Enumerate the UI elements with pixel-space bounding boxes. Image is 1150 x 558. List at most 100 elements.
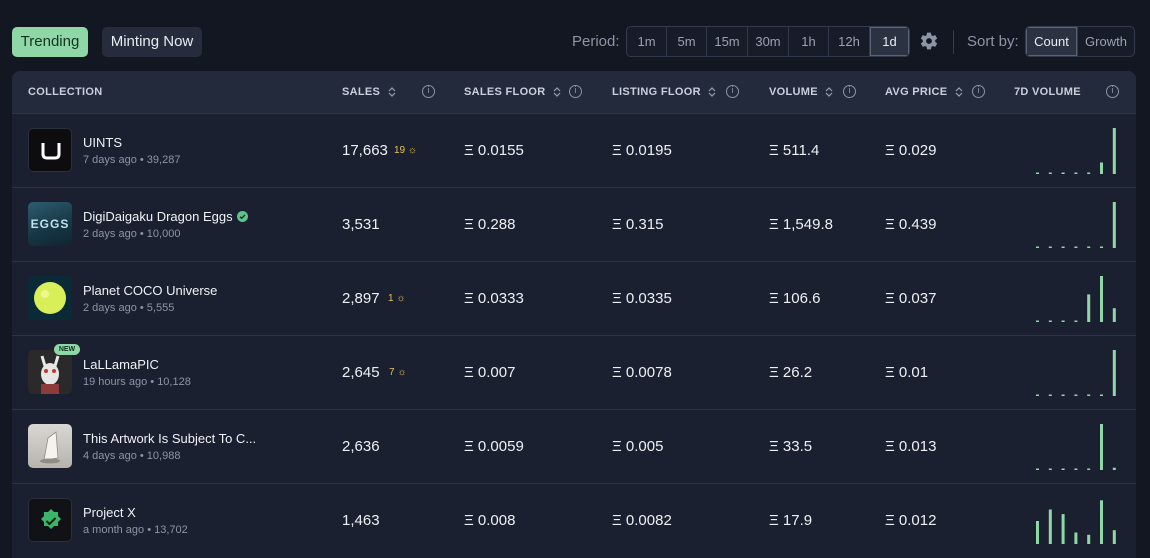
sort-icon <box>708 87 716 97</box>
col-sales-header[interactable]: SALES <box>342 86 396 98</box>
col-sales: SALES <box>342 86 381 98</box>
avg-price-value: Ξ 0.012 <box>885 512 937 529</box>
volume-sparkline <box>1036 276 1116 322</box>
thumbnail-text: EGGS <box>30 217 70 231</box>
collection-name: DigiDaigaku Dragon Eggs <box>83 209 233 224</box>
collection-name: This Artwork Is Subject To C... <box>83 431 257 446</box>
collection-age: a month ago <box>83 524 145 536</box>
period-1d[interactable]: 1d <box>870 27 909 56</box>
col-volume: VOLUME <box>769 86 818 98</box>
collection-thumbnail <box>28 276 72 320</box>
info-icon[interactable]: i <box>726 85 739 98</box>
listing-floor-value: Ξ 0.0335 <box>612 290 672 307</box>
sparkline-bar <box>1087 534 1091 544</box>
sort-count[interactable]: Count <box>1026 27 1078 56</box>
collections-table: COLLECTION SALES i SALES FLOOR i LISTING… <box>12 71 1136 558</box>
sort-icon <box>553 87 561 97</box>
period-5m[interactable]: 5m <box>667 27 707 56</box>
divider <box>953 30 954 54</box>
sparkline-bar <box>1100 246 1103 248</box>
sparkline-bar <box>1048 320 1052 322</box>
avg-price-value: Ξ 0.01 <box>885 364 929 381</box>
sparkline-bar <box>1036 521 1039 544</box>
period-1m[interactable]: 1m <box>627 27 667 56</box>
collection-age: 2 days ago <box>83 228 137 240</box>
sparkline-bar <box>1087 394 1091 396</box>
collection-age: 4 days ago <box>83 450 137 462</box>
table-row[interactable]: NEW LaLLamaPIC 19 hours ago • 10,128 2,6… <box>12 335 1136 409</box>
col-volume-header[interactable]: VOLUME <box>769 86 833 98</box>
table-row[interactable]: Planet COCO Universe 2 days ago • 5,555 … <box>12 261 1136 335</box>
collection-thumbnail: EGGS <box>28 202 72 246</box>
sparkline-bar <box>1036 468 1039 470</box>
avg-price-value: Ξ 0.029 <box>885 142 937 159</box>
col-avg-price: AVG PRICE <box>885 86 948 98</box>
sparkline-bar <box>1100 424 1103 470</box>
volume-value: Ξ 17.9 <box>769 512 813 529</box>
volume-value: Ξ 1,549.8 <box>769 216 833 233</box>
period-15m[interactable]: 15m <box>707 27 748 56</box>
volume-value: Ξ 26.2 <box>769 364 813 381</box>
sort-icon <box>388 87 395 97</box>
listing-floor-value: Ξ 0.0082 <box>612 512 672 529</box>
sales-value: 2,897 <box>342 290 380 307</box>
collection-supply: 10,128 <box>157 376 191 388</box>
period-1h[interactable]: 1h <box>789 27 829 56</box>
info-icon[interactable]: i <box>569 85 582 98</box>
sort-growth[interactable]: Growth <box>1085 34 1127 49</box>
sparkline-bar <box>1112 128 1116 174</box>
period-30m[interactable]: 30m <box>748 27 789 56</box>
sales-value: 2,645 <box>342 364 380 381</box>
collection-name: UINTS <box>83 135 122 150</box>
sparkline-bar <box>1061 394 1065 396</box>
sort-icon <box>955 87 963 97</box>
info-icon[interactable]: i <box>843 85 856 98</box>
volume-value: Ξ 106.6 <box>769 290 821 307</box>
sparkline-bar <box>1061 246 1065 248</box>
table-row[interactable]: EGGS DigiDaigaku Dragon Eggs 2 days ago … <box>12 187 1136 261</box>
col-listing-floor-header[interactable]: LISTING FLOOR <box>612 86 716 98</box>
listing-floor-value: Ξ 0.0195 <box>612 142 672 159</box>
gear-icon[interactable] <box>919 31 939 51</box>
table-row[interactable]: This Artwork Is Subject To C... 4 days a… <box>12 409 1136 483</box>
sparkline-bar <box>1112 467 1116 470</box>
table-row[interactable]: UINTS 7 days ago • 39,287 17,663 19 ☼ Ξ … <box>12 113 1136 187</box>
info-icon[interactable]: i <box>972 85 985 98</box>
info-icon[interactable]: i <box>1106 85 1119 98</box>
col-sales-floor-header[interactable]: SALES FLOOR <box>464 86 561 98</box>
sparkline-bar <box>1061 468 1065 470</box>
period-12h[interactable]: 12h <box>829 27 870 56</box>
info-icon[interactable]: i <box>422 85 435 98</box>
collection-supply: 10,000 <box>146 228 181 240</box>
table-row[interactable]: Project X a month ago • 13,702 1,463 Ξ 0… <box>12 483 1136 557</box>
sparkline-bar <box>1074 532 1078 544</box>
col-collection: COLLECTION <box>28 86 103 98</box>
sparkline-bar <box>1112 202 1116 248</box>
listing-floor-value: Ξ 0.005 <box>612 438 664 455</box>
sparkline-bar <box>1112 350 1116 396</box>
sales-floor-value: Ξ 0.288 <box>464 216 516 233</box>
sparkline-bar <box>1061 172 1065 174</box>
trending-tab[interactable]: Trending <box>12 27 88 57</box>
sparkline-bar <box>1074 320 1078 322</box>
sparkline-bar <box>1048 246 1052 248</box>
minted-value: 7 <box>389 367 395 378</box>
sparkline-bar <box>1048 172 1052 174</box>
badge-check-icon <box>41 509 61 529</box>
minting-now-tab[interactable]: Minting Now <box>102 27 202 57</box>
col-7d-volume: 7D VOLUME <box>1014 86 1081 98</box>
sales-floor-value: Ξ 0.008 <box>464 512 516 529</box>
sparkline-bar <box>1100 276 1103 322</box>
sculpture-icon <box>40 431 60 464</box>
period-label: Period: <box>572 33 620 50</box>
collection-meta: 2 days ago • 10,000 <box>83 228 181 240</box>
col-avg-price-header[interactable]: AVG PRICE <box>885 86 963 98</box>
collection-thumbnail <box>28 498 72 542</box>
volume-sparkline <box>1036 500 1116 544</box>
sparkline-bar <box>1048 468 1052 470</box>
collection-meta: 2 days ago • 5,555 <box>83 302 175 314</box>
volume-sparkline <box>1036 128 1116 174</box>
sparkline-bar <box>1087 468 1091 470</box>
collection-meta: 19 hours ago • 10,128 <box>83 376 191 388</box>
col-listing-floor: LISTING FLOOR <box>612 86 701 98</box>
